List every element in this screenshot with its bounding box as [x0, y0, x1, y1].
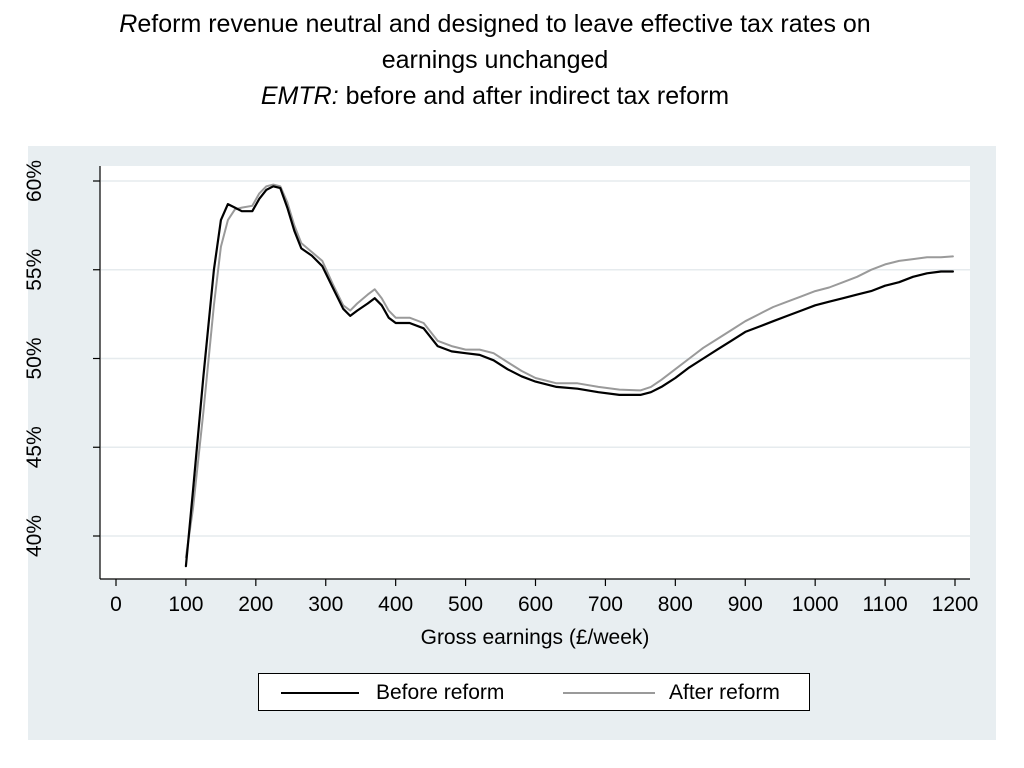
title-line-3-rest: before and after indirect tax reform [338, 82, 730, 110]
x-tick-label: 1000 [792, 593, 839, 616]
legend-swatch-after [563, 692, 655, 694]
x-tick-label: 1200 [932, 593, 979, 616]
x-tick-label: 800 [658, 593, 693, 616]
x-tick-label: 700 [588, 593, 623, 616]
title-line-3-italic: EMTR: [260, 82, 339, 110]
title-line-1-rest: eform revenue neutral and designed to le… [137, 10, 871, 38]
series-line-after-reform [184, 183, 954, 559]
x-tick-label: 300 [308, 593, 343, 616]
title-line-1-italic: R [119, 10, 138, 38]
x-tick-label: 600 [518, 593, 553, 616]
grid-lines [101, 180, 970, 537]
title-line-2: earnings unchanged [381, 46, 609, 74]
y-tick-label: 40% [23, 515, 46, 557]
y-tick-label: 50% [23, 337, 46, 379]
x-tick-label: 400 [378, 593, 413, 616]
x-tick-label: 100 [168, 593, 203, 616]
chart-title: Reform revenue neutral and designed to l… [0, 6, 990, 114]
y-tick-label: 60% [23, 160, 46, 202]
title-line-1: Reform revenue neutral and designed to l… [0, 6, 990, 42]
y-tick-label: 45% [23, 426, 46, 468]
legend-swatch-before [281, 692, 359, 694]
x-tick-label: 1100 [862, 593, 907, 616]
x-tick-label: 0 [110, 593, 122, 616]
series-line-before-reform [184, 185, 955, 568]
plot-area [100, 166, 970, 579]
series-lines [184, 183, 955, 568]
axes: 40% 45% 50% 55% 60% 0 100 200 300 400 500 600 700 800… [23, 160, 978, 616]
x-tick-label: 500 [448, 593, 483, 616]
x-axis-label: Gross earnings (£/week) [421, 626, 650, 649]
legend-label-after: After reform [669, 681, 780, 704]
y-tick-label: 55% [23, 249, 46, 291]
title-line-3: EMTR: before and after indirect tax refo… [0, 78, 990, 114]
legend-label-before: Before reform [376, 681, 505, 704]
legend: Before reform After reform [258, 673, 810, 711]
x-tick-label: 200 [238, 593, 273, 616]
x-tick-label: 900 [728, 593, 763, 616]
